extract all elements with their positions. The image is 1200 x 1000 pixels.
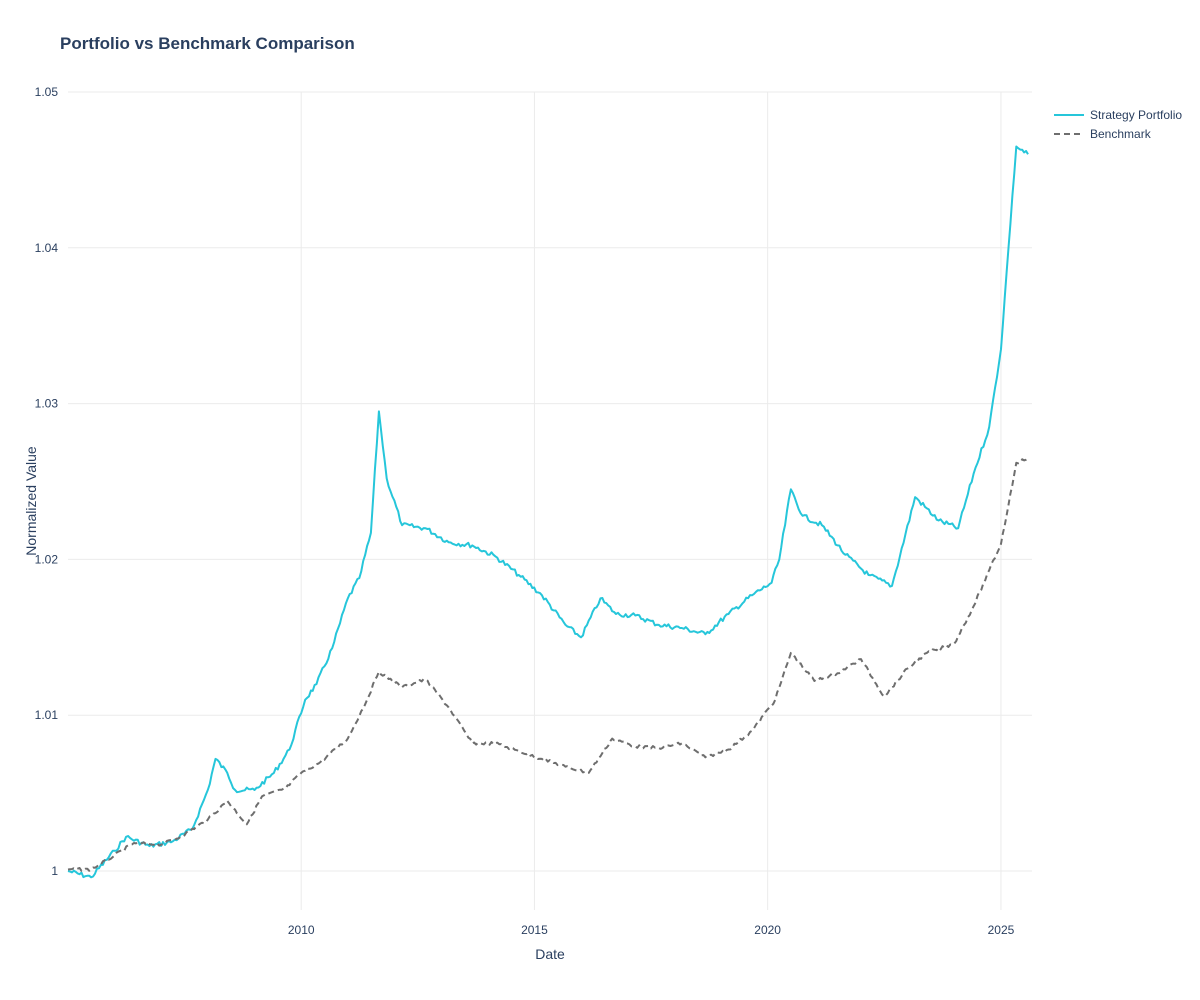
legend-item-benchmark[interactable]: Benchmark [1054,127,1152,141]
y-tick-label: 1.01 [35,708,59,722]
x-tick-label: 2010 [288,923,315,937]
y-tick-label: 1.02 [35,552,59,566]
chart-title: Portfolio vs Benchmark Comparison [60,34,355,53]
y-tick-label: 1.03 [35,397,59,411]
legend-item-strategy-portfolio[interactable]: Strategy Portfolio [1054,108,1182,122]
x-tick-label: 2025 [988,923,1015,937]
x-axis-title: Date [535,946,565,962]
legend-label: Benchmark [1090,127,1152,141]
y-tick-label: 1 [51,864,58,878]
legend[interactable]: Strategy Portfolio Benchmark [1054,108,1182,141]
x-tick-label: 2020 [754,923,781,937]
legend-label: Strategy Portfolio [1090,108,1182,122]
y-tick-labels: 1 1.01 1.02 1.03 1.04 1.05 [35,85,59,878]
y-gridlines [68,91,1032,872]
y-tick-label: 1.05 [35,85,59,99]
series-line-strategy-portfolio [67,145,1029,879]
series-layer [67,145,1029,879]
y-tick-label: 1.04 [35,241,59,255]
x-gridlines [300,92,1002,910]
x-tick-labels: 2010 2015 2020 2025 [288,923,1015,937]
series-line-benchmark [67,457,1029,872]
x-tick-label: 2015 [521,923,548,937]
y-axis-title: Normalized Value [23,446,39,556]
